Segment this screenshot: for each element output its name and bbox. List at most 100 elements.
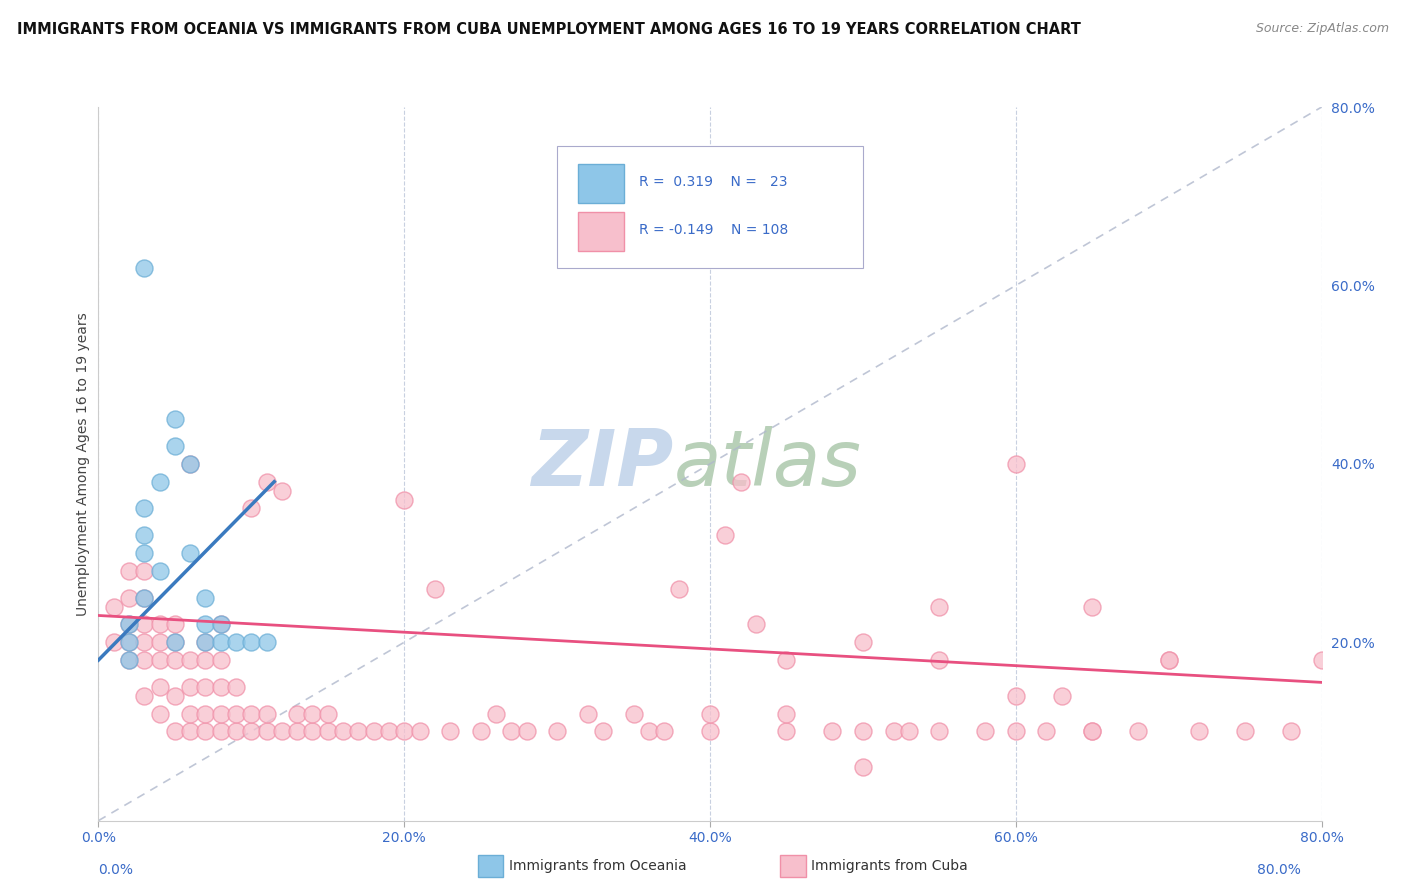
Text: Immigrants from Oceania: Immigrants from Oceania — [509, 859, 686, 873]
Point — [209, 706, 232, 721]
FancyBboxPatch shape — [557, 146, 863, 268]
Text: IMMIGRANTS FROM OCEANIA VS IMMIGRANTS FROM CUBA UNEMPLOYMENT AMONG AGES 16 TO 19: IMMIGRANTS FROM OCEANIA VS IMMIGRANTS FR… — [17, 22, 1081, 37]
Point — [1035, 724, 1057, 739]
Point — [1081, 724, 1104, 739]
Point — [301, 724, 323, 739]
Point — [439, 724, 461, 739]
Point — [256, 635, 278, 649]
Point — [209, 617, 232, 632]
Point — [149, 617, 172, 632]
Point — [775, 706, 797, 721]
Point — [163, 439, 186, 453]
Point — [775, 724, 797, 739]
Point — [821, 724, 844, 739]
Point — [194, 635, 217, 649]
Point — [316, 724, 339, 739]
Point — [714, 528, 737, 542]
Point — [134, 653, 156, 667]
Point — [194, 724, 217, 739]
Text: R = -0.149    N = 108: R = -0.149 N = 108 — [640, 223, 789, 236]
Point — [163, 635, 186, 649]
Point — [1050, 689, 1073, 703]
Point — [1004, 689, 1026, 703]
Point — [209, 680, 232, 694]
Point — [240, 724, 263, 739]
Point — [285, 724, 308, 739]
Point — [194, 617, 217, 632]
Point — [576, 706, 599, 721]
Point — [378, 724, 401, 739]
Point — [775, 653, 797, 667]
Point — [1004, 724, 1026, 739]
Point — [163, 412, 186, 426]
Point — [745, 617, 768, 632]
Point — [103, 599, 125, 614]
Point — [347, 724, 370, 739]
Point — [928, 724, 950, 739]
Point — [256, 724, 278, 739]
Point — [179, 653, 201, 667]
Point — [209, 617, 232, 632]
Point — [225, 724, 247, 739]
Point — [270, 724, 292, 739]
Point — [118, 591, 141, 605]
Point — [118, 617, 141, 632]
Point — [149, 653, 172, 667]
Point — [134, 689, 156, 703]
Point — [637, 724, 661, 739]
Point — [501, 724, 523, 739]
Point — [194, 680, 217, 694]
Point — [1310, 653, 1333, 667]
Point — [149, 475, 172, 489]
Y-axis label: Unemployment Among Ages 16 to 19 years: Unemployment Among Ages 16 to 19 years — [76, 312, 90, 615]
Point — [928, 599, 950, 614]
Point — [423, 582, 446, 596]
Point — [118, 617, 141, 632]
Point — [118, 653, 141, 667]
Point — [194, 653, 217, 667]
Point — [883, 724, 905, 739]
Point — [852, 760, 875, 774]
Point — [118, 653, 141, 667]
Point — [1188, 724, 1211, 739]
Point — [1004, 457, 1026, 471]
Text: 0.0%: 0.0% — [98, 863, 134, 877]
Point — [163, 653, 186, 667]
Point — [1279, 724, 1302, 739]
Point — [149, 680, 172, 694]
Point — [270, 483, 292, 498]
Point — [209, 724, 232, 739]
Point — [225, 706, 247, 721]
Point — [1234, 724, 1257, 739]
Point — [209, 635, 232, 649]
Bar — [578, 212, 624, 252]
Point — [363, 724, 385, 739]
Point — [256, 706, 278, 721]
Point — [301, 706, 323, 721]
Point — [134, 591, 156, 605]
Point — [163, 617, 186, 632]
Point — [546, 724, 568, 739]
Point — [240, 501, 263, 516]
Point — [134, 564, 156, 578]
Point — [974, 724, 997, 739]
Point — [516, 724, 538, 739]
Point — [668, 582, 690, 596]
Point — [179, 457, 201, 471]
Point — [118, 564, 141, 578]
Point — [194, 706, 217, 721]
Point — [194, 591, 217, 605]
Point — [332, 724, 354, 739]
Text: R =  0.319    N =   23: R = 0.319 N = 23 — [640, 175, 787, 189]
Point — [134, 591, 156, 605]
Point — [1128, 724, 1150, 739]
Point — [1157, 653, 1180, 667]
Point — [699, 724, 721, 739]
Point — [392, 492, 416, 507]
Point — [163, 635, 186, 649]
Point — [392, 724, 416, 739]
Point — [163, 724, 186, 739]
Text: atlas: atlas — [673, 425, 862, 502]
Point — [1081, 724, 1104, 739]
Point — [623, 706, 645, 721]
